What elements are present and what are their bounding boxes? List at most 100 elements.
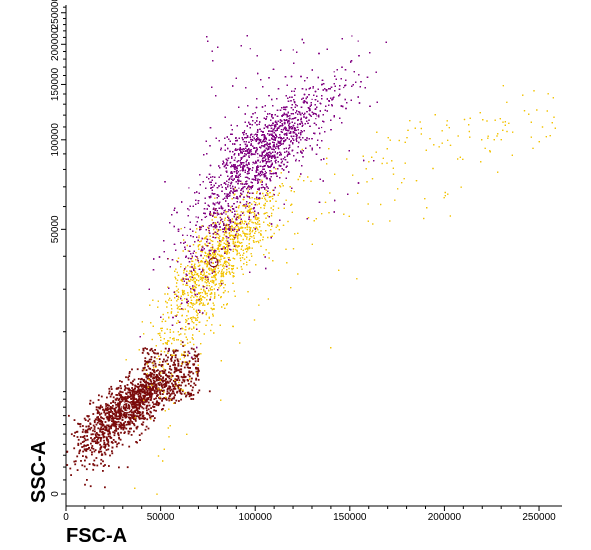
data-point — [130, 404, 133, 406]
data-point — [153, 417, 156, 419]
data-point — [185, 363, 188, 366]
data-point — [148, 385, 151, 388]
data-point — [112, 421, 115, 424]
data-point — [93, 428, 96, 430]
data-point — [126, 407, 129, 410]
data-point — [532, 147, 534, 149]
data-point — [141, 369, 144, 372]
data-point — [389, 139, 391, 141]
data-point — [268, 225, 270, 227]
data-point — [157, 369, 159, 372]
data-point — [553, 116, 555, 118]
data-point — [121, 419, 124, 421]
data-point — [173, 351, 175, 354]
data-point — [140, 423, 143, 426]
data-point — [101, 420, 104, 423]
data-point — [145, 374, 148, 376]
data-point — [142, 367, 145, 370]
data-point — [129, 410, 132, 413]
data-point — [506, 130, 508, 133]
data-point — [156, 390, 159, 393]
data-point — [114, 410, 117, 412]
data-point — [150, 356, 153, 358]
data-point — [154, 349, 156, 351]
data-point — [189, 367, 191, 369]
data-point — [107, 429, 110, 432]
data-point — [105, 416, 108, 418]
data-point — [441, 142, 443, 144]
data-point — [112, 424, 115, 427]
data-point — [111, 420, 113, 422]
data-point — [116, 397, 118, 400]
data-point — [164, 360, 167, 363]
data-point — [141, 423, 144, 426]
data-point — [164, 379, 166, 382]
data-point — [83, 440, 86, 443]
data-point — [139, 411, 142, 414]
data-point — [362, 155, 364, 157]
data-point — [132, 415, 135, 417]
data-point — [122, 423, 125, 425]
data-point — [81, 464, 84, 467]
data-point — [180, 365, 183, 367]
data-point — [102, 408, 105, 411]
data-point — [94, 449, 97, 451]
data-point — [137, 395, 140, 398]
data-point — [259, 223, 261, 225]
data-point — [184, 384, 187, 387]
data-point — [181, 341, 184, 344]
data-point — [174, 402, 176, 404]
data-point — [198, 235, 200, 237]
data-point — [140, 397, 143, 399]
data-point — [133, 391, 136, 393]
data-point — [174, 394, 176, 397]
data-point — [118, 436, 120, 439]
data-point — [257, 229, 259, 231]
data-point — [193, 382, 196, 385]
data-point — [85, 450, 88, 452]
points-layer — [66, 35, 556, 495]
data-point — [73, 419, 76, 421]
data-point — [79, 425, 82, 428]
data-point — [222, 280, 224, 282]
data-point — [105, 449, 108, 451]
data-point — [209, 287, 211, 289]
data-point — [131, 392, 134, 395]
data-point — [122, 426, 125, 429]
data-point — [162, 313, 164, 316]
data-point — [125, 405, 128, 408]
data-point — [162, 383, 165, 386]
data-point — [181, 289, 184, 292]
data-point — [549, 135, 551, 137]
data-point — [162, 404, 165, 407]
data-point — [146, 390, 149, 392]
data-point — [99, 430, 101, 433]
data-point — [206, 235, 208, 237]
data-point — [220, 281, 222, 283]
data-point — [119, 396, 122, 399]
data-point — [152, 415, 154, 417]
data-point — [147, 365, 149, 368]
data-point — [115, 403, 117, 406]
data-point — [107, 408, 110, 411]
data-point — [171, 397, 174, 400]
data-point — [152, 364, 155, 367]
data-point — [103, 451, 106, 454]
data-point — [118, 392, 120, 395]
data-point — [88, 446, 90, 449]
data-point — [137, 404, 139, 406]
data-point — [278, 192, 280, 194]
data-point — [285, 199, 287, 201]
data-point — [130, 414, 133, 417]
data-point — [250, 253, 252, 255]
data-point — [134, 390, 137, 393]
data-point — [119, 402, 121, 405]
data-point — [178, 400, 180, 402]
data-point — [100, 462, 102, 465]
data-point — [189, 393, 191, 396]
data-point — [132, 400, 135, 403]
data-point — [175, 369, 178, 372]
data-point — [508, 122, 510, 124]
data-point — [129, 421, 131, 424]
data-point — [148, 393, 151, 395]
